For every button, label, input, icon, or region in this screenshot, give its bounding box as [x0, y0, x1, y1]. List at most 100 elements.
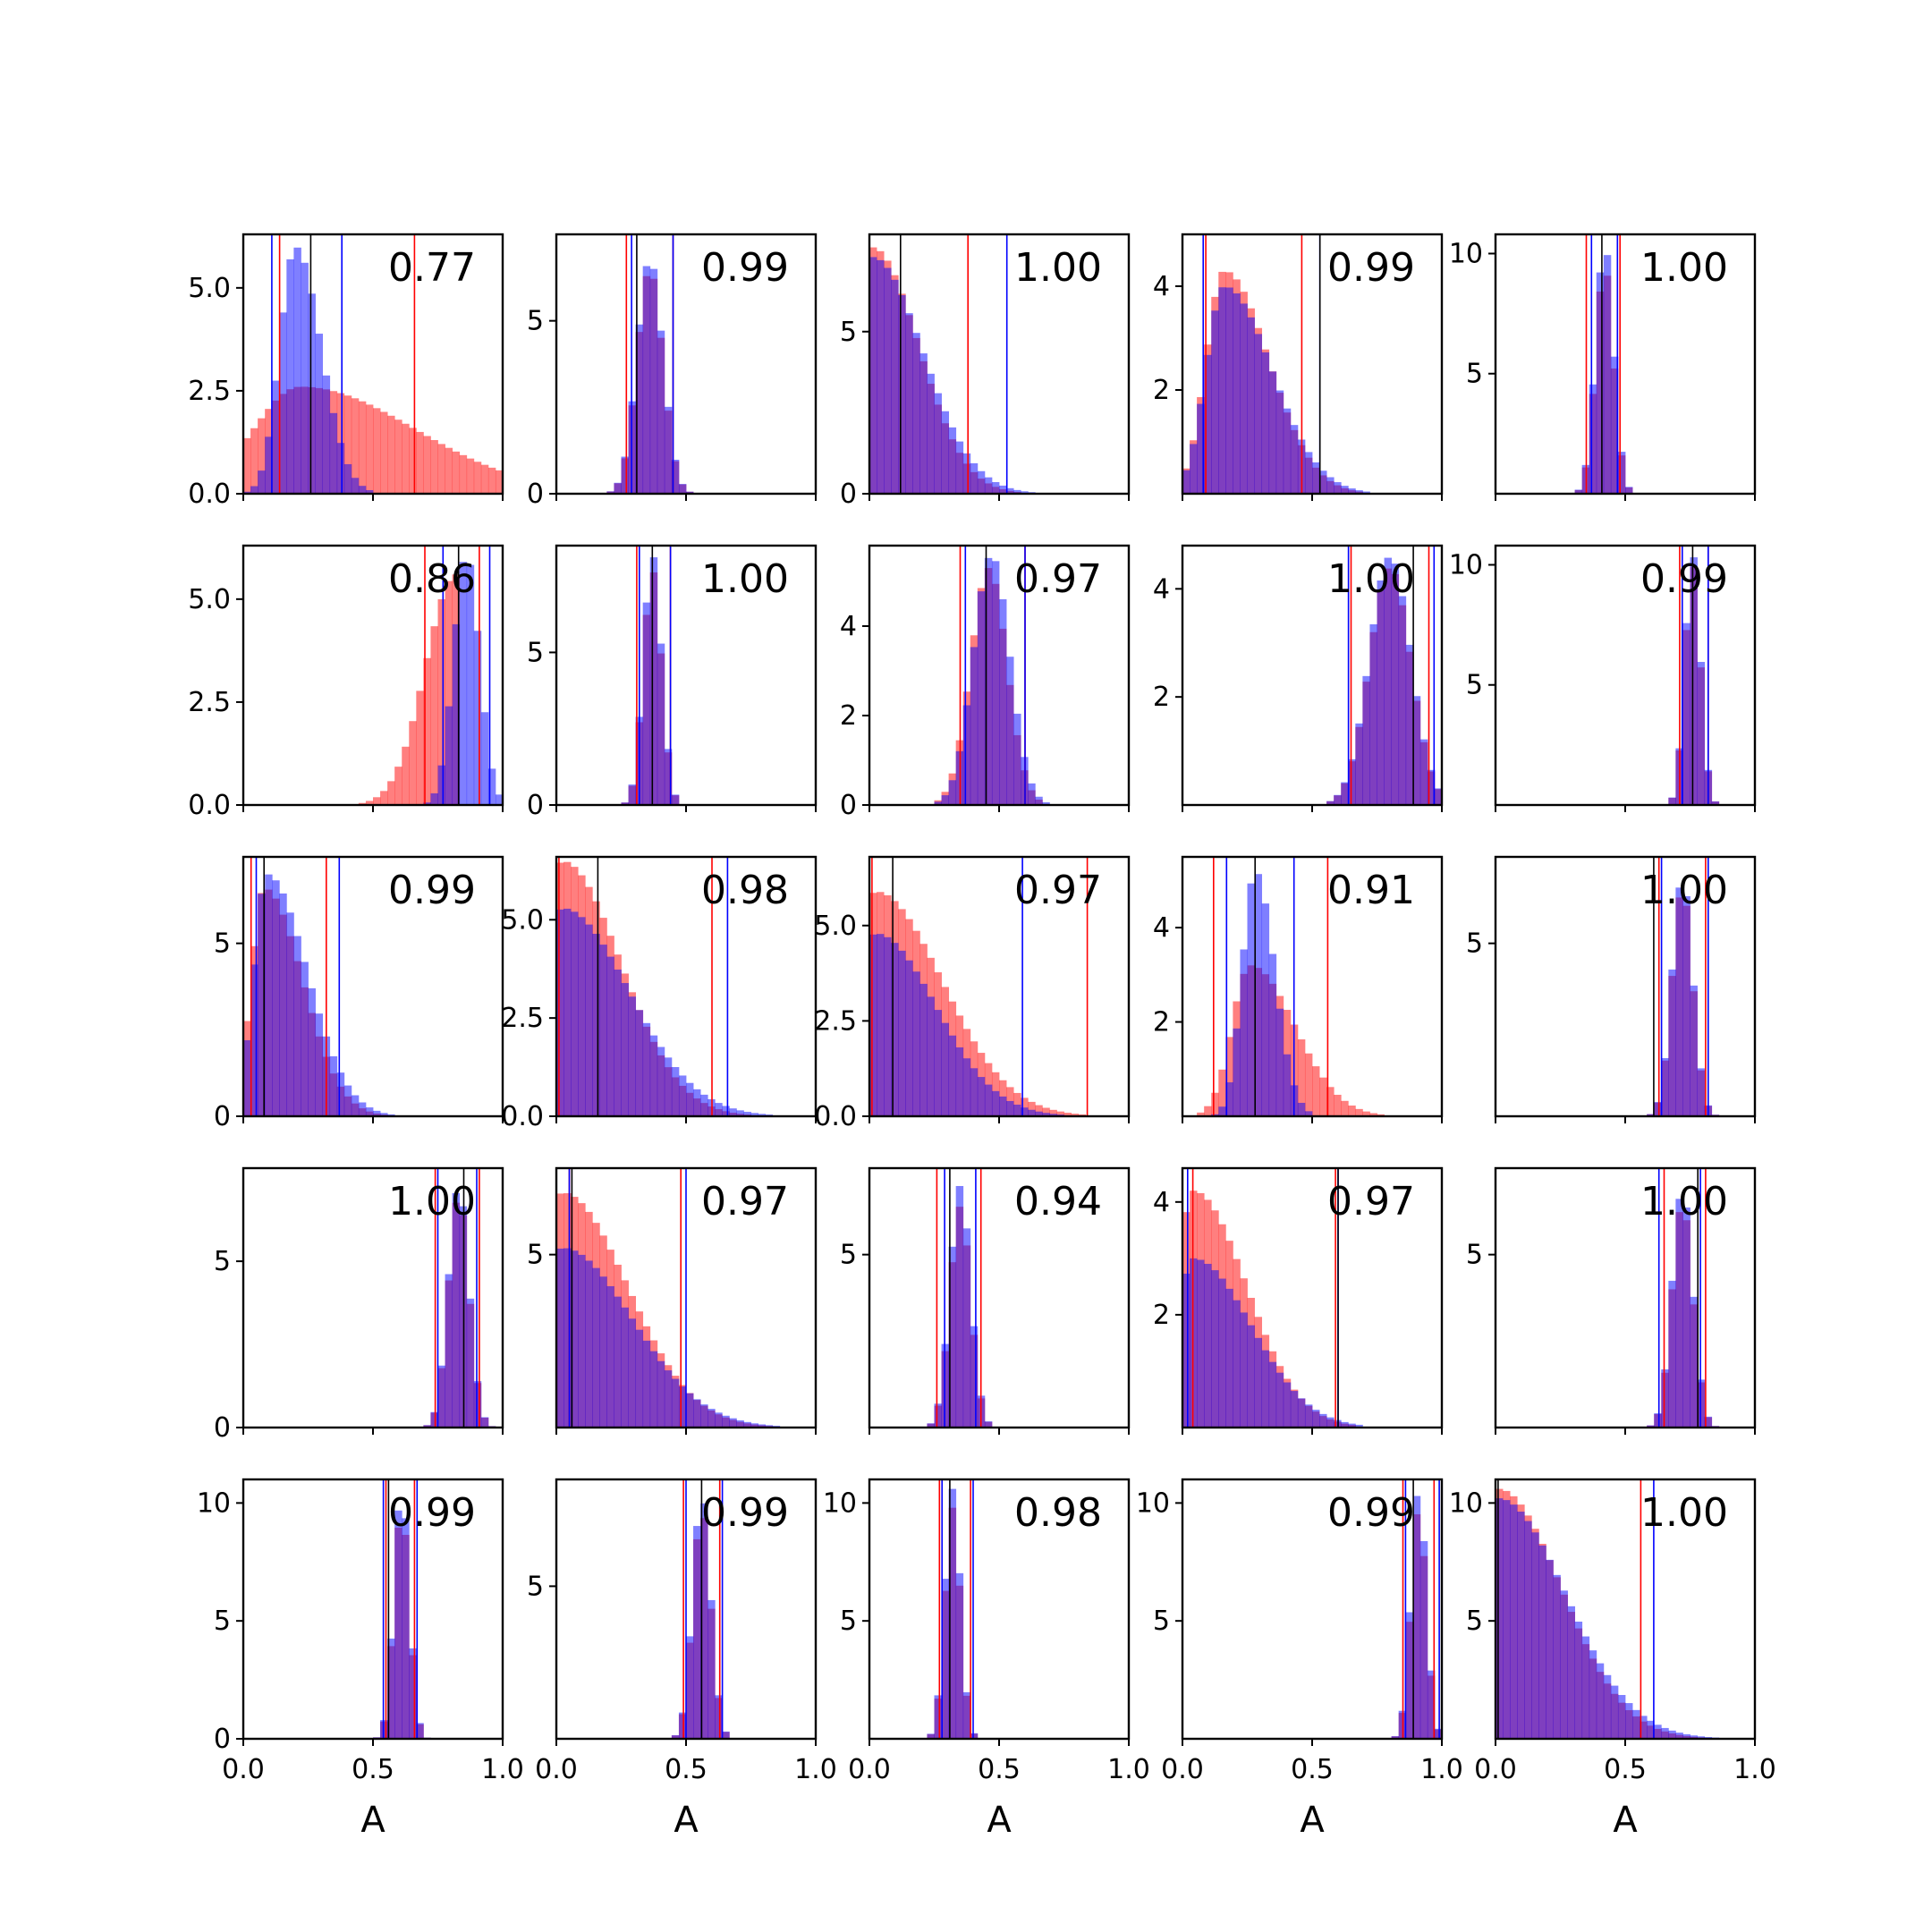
y-tick-label: 5: [214, 928, 231, 960]
histogram-panel: 050.99: [214, 855, 504, 1132]
score-label: 1.00: [1014, 245, 1102, 291]
score-label: 0.99: [1640, 556, 1728, 602]
histogram-bar: [1654, 1413, 1662, 1428]
histogram-bar: [365, 1107, 374, 1116]
y-tick-label: 5: [840, 1606, 857, 1637]
histogram-bar: [1063, 1113, 1072, 1116]
histogram-bar: [984, 477, 993, 494]
histogram-bar: [1682, 1733, 1690, 1739]
histogram-bar: [1391, 564, 1400, 805]
histogram-bar: [955, 441, 964, 494]
x-tick-label: 0.5: [352, 1754, 394, 1785]
histogram-bar: [700, 1503, 708, 1739]
histogram-bar: [1690, 1735, 1698, 1739]
y-tick-label: 0: [527, 479, 544, 510]
histogram-bar: [1233, 1028, 1241, 1116]
score-label: 0.99: [701, 245, 789, 291]
histogram-bar: [1312, 1410, 1320, 1428]
histogram-bar: [315, 1013, 324, 1116]
histogram-bar: [1690, 557, 1698, 805]
histogram-bar: [1211, 1092, 1219, 1116]
histogram-bar: [1304, 1404, 1313, 1428]
histogram-bar: [758, 1114, 767, 1116]
histogram-panel: 24 0.99: [1153, 233, 1444, 501]
x-tick-label: 1.0: [1733, 1754, 1776, 1785]
histogram-bar: [315, 334, 324, 494]
histogram-bar: [934, 393, 942, 494]
histogram-panel: 51.00: [1466, 1166, 1757, 1435]
histogram-bar: [466, 564, 475, 805]
histogram-bar: [329, 412, 338, 494]
histogram-bar: [722, 1415, 730, 1428]
histogram-bar: [919, 353, 928, 494]
histogram-bar: [564, 908, 572, 1116]
histogram-bar: [445, 1274, 453, 1428]
histogram-bar: [1326, 801, 1335, 805]
histogram-bar: [1312, 462, 1320, 494]
histogram-panel: 240.91: [1153, 855, 1444, 1123]
histogram-bar: [649, 557, 658, 805]
y-tick-label: 0: [840, 479, 857, 510]
histogram-panel: 051.00: [527, 544, 818, 821]
histogram-bar: [473, 1381, 482, 1428]
histogram-bar: [380, 411, 388, 494]
y-tick-label: 5: [214, 1246, 231, 1277]
histogram-bar: [1028, 783, 1036, 805]
histogram-bar: [430, 626, 438, 805]
histogram-bar: [750, 1113, 758, 1116]
histogram-bar: [1268, 1361, 1277, 1428]
x-tick-label: 0.5: [978, 1754, 1021, 1785]
histogram-bar: [1021, 1107, 1029, 1116]
histogram-bar: [351, 478, 360, 494]
histogram-bar: [423, 1425, 431, 1428]
y-tick-label: 0.0: [188, 479, 231, 510]
histogram-bar: [927, 996, 935, 1116]
y-tick-label: 4: [1153, 912, 1170, 944]
histogram-bar: [1182, 1273, 1191, 1428]
histogram-bar: [1006, 657, 1014, 805]
score-label: 0.97: [701, 1179, 789, 1224]
histogram-bar: [955, 1572, 964, 1739]
histogram-bar: [556, 909, 564, 1116]
histogram-bar: [1071, 1114, 1080, 1116]
histogram-bar: [1297, 1398, 1306, 1428]
histogram-bar: [869, 257, 877, 494]
histogram-bar: [1261, 903, 1270, 1116]
histogram-bar: [1290, 1391, 1299, 1428]
histogram-bar: [1334, 1094, 1342, 1116]
histogram-bar: [664, 749, 673, 805]
histogram-bar: [1610, 1685, 1619, 1739]
histogram-bar: [1028, 1101, 1036, 1116]
histogram-bar: [1006, 1100, 1014, 1116]
x-tick-label: 0.0: [222, 1754, 265, 1785]
histogram-bar: [1546, 1559, 1554, 1739]
histogram-bar: [1427, 1670, 1436, 1739]
histogram-bar: [1668, 1280, 1676, 1428]
histogram-bar: [635, 1010, 644, 1116]
histogram-bar: [279, 312, 287, 494]
y-tick-label: 2.5: [501, 1003, 544, 1034]
y-tick-label: 5: [214, 1606, 231, 1637]
histogram-bar: [409, 721, 417, 805]
histogram-bar: [430, 792, 438, 805]
histogram-bar: [272, 880, 280, 1116]
histogram-bar: [1254, 1337, 1263, 1428]
histogram-bar: [1013, 1092, 1021, 1116]
histogram-bar: [1290, 425, 1299, 494]
histogram-bar: [343, 463, 352, 494]
histogram-bar: [750, 1423, 758, 1428]
score-label: 0.97: [1014, 556, 1102, 602]
histogram-bar: [671, 1734, 680, 1739]
y-tick-label: 5: [1466, 1240, 1483, 1271]
histogram-bar: [1419, 739, 1428, 805]
score-label: 0.94: [1014, 1179, 1102, 1224]
histogram-bar: [423, 802, 431, 805]
histogram-bar: [1496, 1498, 1504, 1739]
histogram-bar: [1412, 1496, 1421, 1739]
histogram-bar: [1405, 644, 1414, 805]
histogram-bar: [387, 781, 395, 805]
histogram-bar: [301, 962, 309, 1116]
histogram-panel: 0.0 2.5 5.0 0.86: [188, 544, 504, 821]
histogram-bar: [1560, 1590, 1568, 1739]
score-label: 0.97: [1014, 868, 1102, 913]
